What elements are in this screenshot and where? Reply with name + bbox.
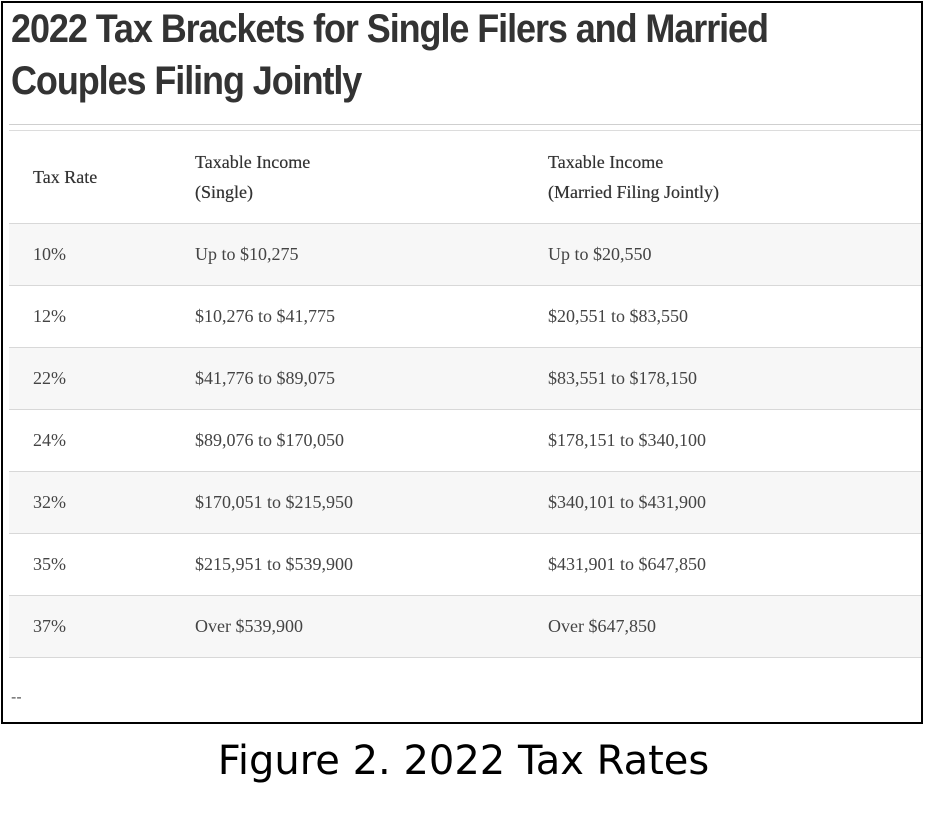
header-single-income: Taxable Income (Single) bbox=[195, 131, 548, 224]
header-joint-income: Taxable Income (Married Filing Jointly) bbox=[548, 131, 921, 224]
cell-joint: $178,151 to $340,100 bbox=[548, 409, 921, 472]
cell-joint: $20,551 to $83,550 bbox=[548, 285, 921, 348]
table-header-row: Tax Rate Taxable Income (Single) Taxable… bbox=[9, 131, 921, 224]
cell-single: $89,076 to $170,050 bbox=[195, 409, 548, 472]
screenshot-frame: 2022 Tax Brackets for Single Filers and … bbox=[1, 1, 923, 724]
table-row: 24% $89,076 to $170,050 $178,151 to $340… bbox=[9, 409, 921, 472]
page-title: 2022 Tax Brackets for Single Filers and … bbox=[11, 7, 769, 103]
cell-rate: 24% bbox=[9, 409, 195, 472]
cell-rate: 32% bbox=[9, 471, 195, 534]
header-single-line1: Taxable Income bbox=[195, 152, 311, 172]
cell-rate: 37% bbox=[9, 595, 195, 658]
separator-text: -- bbox=[11, 689, 22, 706]
cell-joint: $83,551 to $178,150 bbox=[548, 347, 921, 410]
table-row: 22% $41,776 to $89,075 $83,551 to $178,1… bbox=[9, 347, 921, 410]
cell-single: $10,276 to $41,775 bbox=[195, 285, 548, 348]
header-single-line2: (Single) bbox=[195, 182, 253, 202]
cell-single: $215,951 to $539,900 bbox=[195, 533, 548, 596]
tax-brackets-table: Tax Rate Taxable Income (Single) Taxable… bbox=[9, 131, 921, 658]
cell-single: Over $539,900 bbox=[195, 595, 548, 658]
header-joint-line2: (Married Filing Jointly) bbox=[548, 182, 719, 202]
cell-joint: Over $647,850 bbox=[548, 595, 921, 658]
figure-caption: Figure 2. 2022 Tax Rates bbox=[217, 738, 710, 784]
cell-rate: 22% bbox=[9, 347, 195, 410]
cell-rate: 12% bbox=[9, 285, 195, 348]
cell-single: $170,051 to $215,950 bbox=[195, 471, 548, 534]
cell-rate: 35% bbox=[9, 533, 195, 596]
cell-joint: Up to $20,550 bbox=[548, 223, 921, 286]
table-row: 12% $10,276 to $41,775 $20,551 to $83,55… bbox=[9, 285, 921, 348]
cell-joint: $431,901 to $647,850 bbox=[548, 533, 921, 596]
cell-joint: $340,101 to $431,900 bbox=[548, 471, 921, 534]
table-row: 37% Over $539,900 Over $647,850 bbox=[9, 595, 921, 658]
cell-single: Up to $10,275 bbox=[195, 223, 548, 286]
cell-rate: 10% bbox=[9, 223, 195, 286]
header-joint-line1: Taxable Income bbox=[548, 152, 664, 172]
cell-single: $41,776 to $89,075 bbox=[195, 347, 548, 410]
table-row: 32% $170,051 to $215,950 $340,101 to $43… bbox=[9, 471, 921, 534]
table-row: 35% $215,951 to $539,900 $431,901 to $64… bbox=[9, 533, 921, 596]
table-row: 10% Up to $10,275 Up to $20,550 bbox=[9, 223, 921, 286]
header-tax-rate: Tax Rate bbox=[9, 131, 195, 224]
divider bbox=[9, 130, 921, 131]
divider bbox=[9, 124, 921, 125]
